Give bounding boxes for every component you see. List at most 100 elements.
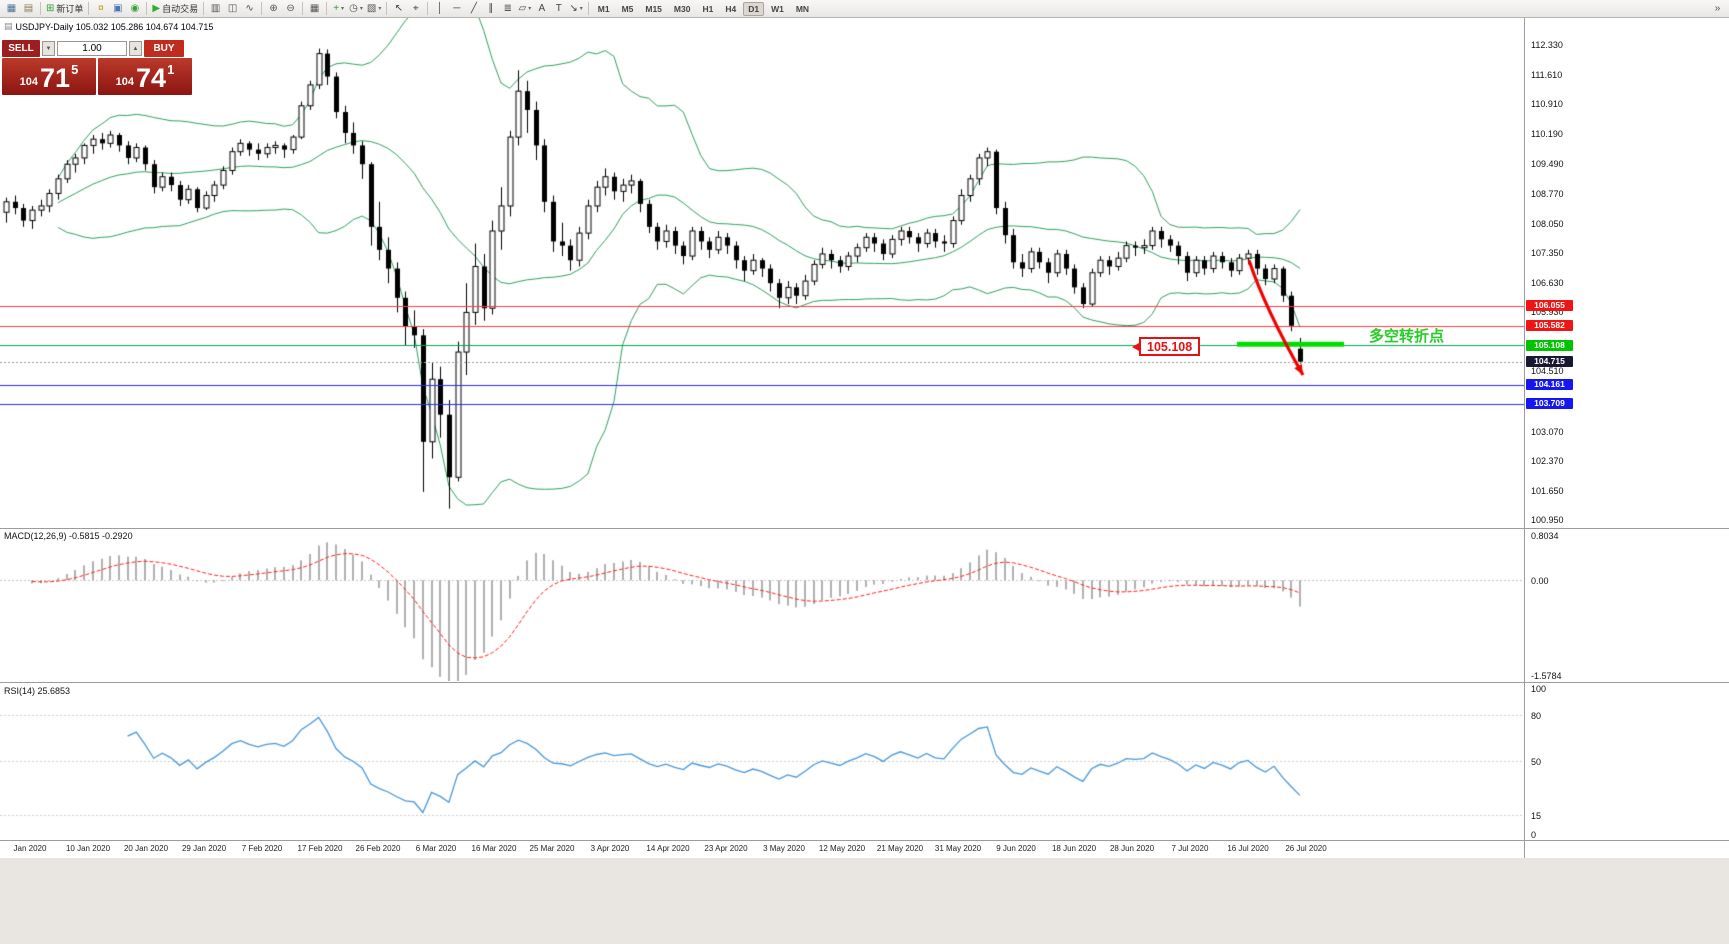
profiles-icon[interactable]: ▤: [20, 1, 37, 17]
app-window-icon[interactable]: ▣: [109, 1, 126, 17]
toolbar-overflow-icon[interactable]: »: [1714, 3, 1721, 14]
date-tick-label: 26 Jul 2020: [1285, 844, 1327, 853]
price-callout-label[interactable]: 105.108: [1132, 337, 1201, 356]
trendline-icon[interactable]: ╱: [465, 1, 482, 17]
price-tick-label: 110.190: [1531, 129, 1563, 140]
volume-input[interactable]: [57, 41, 127, 56]
price-tag: 104.161: [1526, 379, 1573, 391]
tile-windows-icon[interactable]: ▦: [306, 1, 323, 17]
sell-price-integer: 104: [19, 76, 39, 88]
periods-icon: ◷: [349, 2, 358, 14]
indicators-icon[interactable]: + ▾: [330, 1, 347, 17]
volume-increase-button[interactable]: ▲: [129, 41, 142, 56]
toolbar-separator: [261, 2, 263, 15]
cursor-icon[interactable]: ↖: [390, 1, 407, 17]
zoom-in-icon: ⊕: [269, 2, 278, 14]
date-tick-label: Jan 2020: [13, 844, 47, 853]
timeframe-m5-button[interactable]: M5: [621, 3, 634, 14]
shapes-icon[interactable]: ▱ ▾: [516, 1, 533, 17]
fibonacci-icon: ≣: [503, 2, 513, 14]
new-order-button[interactable]: ⊞ 新订单: [44, 1, 85, 17]
candlestick-icon[interactable]: ◫: [224, 1, 241, 17]
horizontal-line-icon[interactable]: ─: [448, 1, 465, 17]
toolbar-separator: [203, 2, 205, 15]
timeframe-m30-button[interactable]: M30: [673, 3, 691, 14]
main-price-chart[interactable]: [0, 18, 1524, 528]
price-tick-label: 112.330: [1531, 40, 1563, 50]
date-tick-label: 31 May 2020: [934, 844, 982, 853]
timeframe-w1-button[interactable]: W1: [771, 3, 784, 14]
buy-price-pips: 74: [136, 63, 167, 93]
crosshair-icon[interactable]: ⌖: [407, 1, 424, 17]
price-tick-label: 108.050: [1531, 218, 1564, 229]
timeframe-d1-button[interactable]: D1: [743, 1, 765, 16]
macd-indicator-chart[interactable]: [0, 529, 1524, 681]
date-tick-label: 7 Jul 2020: [1171, 844, 1209, 853]
sell-price-box[interactable]: 104 71 5: [2, 58, 96, 95]
channel-icon: ∥: [488, 2, 494, 14]
time-axis[interactable]: Jan 2020 10 Jan 2020 20 Jan 2020 29 Jan 202…: [0, 841, 1524, 857]
dropdown-caret-icon: ▾: [378, 6, 382, 12]
timeframe-h1-button[interactable]: H1: [702, 3, 714, 14]
info-icon: ◉: [130, 2, 140, 14]
volume-decrease-button[interactable]: ▼: [42, 41, 55, 56]
date-tick-label: 9 Jun 2020: [996, 844, 1036, 853]
toolbar: ▦ ▤ ⊞ 新订单 ¤ ▣ ◉ ▶ 自动交易 ▥ ◫ ∿ ⊕ ⊖ ▦ + ▾ ◷ ▾ ▧ ▾ ↖ ⌖ │ ─ ╱ ∥ ≣ ▱ ▾ A T ↘ ▾ M…: [0, 0, 1729, 18]
callout-arrow-icon: [1132, 343, 1139, 351]
date-tick-label: 23 Apr 2020: [704, 844, 748, 853]
label-icon: T: [555, 2, 562, 14]
autotrading-button[interactable]: ▶ 自动交易: [150, 1, 200, 17]
text-icon[interactable]: A: [533, 1, 550, 17]
rsi-indicator-label: RSI(14) 25.6853: [4, 686, 71, 696]
date-tick-label: 6 Mar 2020: [415, 844, 457, 853]
toolbar-separator: [302, 2, 304, 15]
timeframe-h4-button[interactable]: H4: [725, 3, 737, 14]
axis-separator: [1524, 18, 1525, 858]
toolbar-separator: [146, 2, 148, 15]
zoom-out-icon[interactable]: ⊖: [282, 1, 299, 17]
macd-scale-label: 0.8034: [1531, 531, 1559, 541]
line-chart-icon[interactable]: ∿: [241, 1, 258, 17]
timeframe-m15-button[interactable]: M15: [645, 3, 662, 14]
zoom-in-icon[interactable]: ⊕: [265, 1, 282, 17]
channel-icon[interactable]: ∥: [482, 1, 499, 17]
timeframe-mn-button[interactable]: MN: [795, 3, 810, 14]
date-tick-label: 14 Apr 2020: [646, 844, 690, 853]
panel-separator[interactable]: [0, 528, 1729, 529]
sell-button[interactable]: SELL: [2, 40, 40, 57]
new-chart-icon[interactable]: ▦: [3, 1, 20, 17]
candlestick-icon: ◫: [227, 2, 238, 14]
buy-price-box[interactable]: 104 74 1: [98, 58, 192, 95]
timeframe-m1-button[interactable]: M1: [597, 3, 610, 14]
sell-price-pips: 71: [40, 63, 71, 93]
label-icon[interactable]: T: [550, 1, 567, 17]
panel-separator[interactable]: [0, 682, 1729, 683]
line-chart-icon: ∿: [245, 2, 254, 14]
date-tick-label: 17 Feb 2020: [297, 844, 343, 853]
callout-price-text: 105.108: [1147, 339, 1193, 354]
date-tick-label: 29 Jan 2020: [181, 844, 227, 853]
date-tick-label: 21 May 2020: [876, 844, 924, 853]
workspace-background: [0, 858, 1729, 944]
chart-symbol-icon: ▤: [4, 21, 13, 31]
rsi-indicator-chart[interactable]: [0, 683, 1524, 839]
vertical-line-icon[interactable]: │: [431, 1, 448, 17]
periods-icon[interactable]: ◷ ▾: [347, 1, 365, 17]
vertical-line-icon: │: [436, 2, 443, 14]
date-tick-label: 3 Apr 2020: [590, 844, 630, 853]
price-axis[interactable]: 112.330 111.610 110.910 110.190 109.490 108.7…: [1525, 18, 1728, 858]
templates-icon[interactable]: ▧ ▾: [365, 1, 383, 17]
shapes-icon: ▱: [518, 2, 527, 14]
price-tag: 106.055: [1526, 300, 1573, 312]
fibonacci-icon[interactable]: ≣: [499, 1, 516, 17]
date-tick-label: 18 Jun 2020: [1051, 844, 1097, 853]
arrows-icon: ↘: [569, 2, 578, 14]
info-icon[interactable]: ◉: [126, 1, 143, 17]
arrows-icon[interactable]: ↘ ▾: [567, 1, 584, 17]
funds-icon[interactable]: ¤: [92, 1, 109, 17]
bar-chart-icon[interactable]: ▥: [207, 1, 224, 17]
autotrading-button-label: 自动交易: [162, 4, 199, 14]
buy-button[interactable]: BUY: [144, 40, 184, 57]
indicators-icon: +: [333, 2, 340, 14]
turning-point-label[interactable]: 多空转折点: [1369, 328, 1445, 345]
